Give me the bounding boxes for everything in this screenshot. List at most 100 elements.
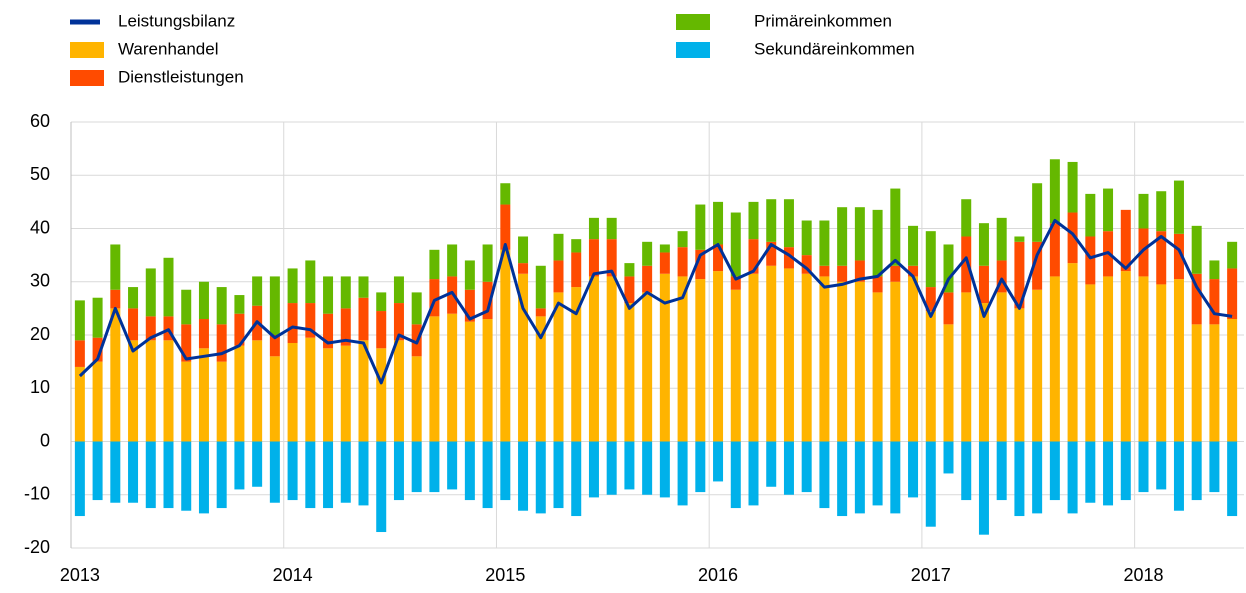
bar-segment [1191, 441, 1202, 501]
bar-segment [1191, 273, 1202, 325]
bar-segment [819, 441, 830, 509]
y-tick-label: -10 [24, 484, 50, 504]
bar-segment [588, 239, 599, 277]
bar-segment [801, 255, 812, 274]
bar-segment [1085, 441, 1096, 503]
bar-segment [74, 441, 85, 517]
bar-segment [1227, 441, 1238, 517]
bar-segment [996, 292, 1007, 442]
y-tick-label: 0 [40, 430, 50, 450]
y-tick-label: 60 [30, 111, 50, 131]
bar-segment [340, 308, 351, 346]
bar-segment [411, 441, 422, 493]
bar-segment [252, 340, 263, 442]
bar-segment [837, 207, 848, 266]
bar-segment [854, 207, 865, 261]
bar-segment [500, 183, 511, 205]
bar-segment [624, 276, 635, 304]
bar-segment [1227, 241, 1238, 269]
y-tick-label: 10 [30, 377, 50, 397]
bar-segment [553, 441, 564, 509]
bar-segment [1156, 191, 1167, 232]
bar-segment [1120, 441, 1131, 501]
bar-segment [783, 268, 794, 442]
bar-segment [1227, 319, 1238, 442]
bar-segment [198, 348, 209, 442]
bar-segment [978, 441, 989, 535]
bar-segment [216, 361, 227, 442]
bar-segment [110, 289, 121, 309]
bar-segment [571, 441, 582, 517]
bar-segment [1173, 233, 1184, 280]
bar-segment [1209, 279, 1220, 325]
bar-segment [198, 281, 209, 320]
bar-segment [92, 361, 103, 442]
bar-segment [376, 292, 387, 312]
bar-segment [1085, 193, 1096, 237]
bar-segment [748, 239, 759, 274]
bar-segment [145, 316, 156, 341]
bar-segment [323, 313, 334, 349]
bar-segment [358, 297, 369, 341]
bar-segment [518, 441, 529, 511]
bar-segment [908, 441, 919, 498]
bar-segment [943, 324, 954, 442]
bar-segment [801, 441, 812, 493]
bar-segment [925, 311, 936, 442]
bar-segment [464, 289, 475, 322]
x-tick-label: 2017 [911, 565, 951, 585]
y-tick-label: 40 [30, 217, 50, 237]
bar-segment [1085, 236, 1096, 285]
bar-segment [695, 441, 706, 493]
legend-label: Primäreinkommen [754, 11, 892, 30]
bar-segment [943, 292, 954, 325]
bar-segment [890, 188, 901, 266]
bar-segment [872, 209, 883, 277]
bar-segment [305, 260, 316, 304]
bar-segment [464, 441, 475, 501]
bar-segment [323, 348, 334, 442]
bar-segment [535, 308, 546, 317]
bar-segment [606, 217, 617, 240]
bar-segment [128, 308, 139, 341]
bar-segment [1138, 441, 1149, 493]
bar-segment [482, 319, 493, 442]
bar-segment [1032, 241, 1043, 290]
bar-segment [624, 441, 635, 490]
bar-segment [269, 441, 280, 503]
bar-segment [1120, 209, 1131, 272]
bar-segment [429, 316, 440, 442]
bar-segment [1209, 260, 1220, 280]
legend-swatch [676, 42, 710, 58]
bar-segment [74, 366, 85, 442]
bar-segment [393, 276, 404, 304]
bar-segment [181, 324, 192, 362]
bar-segment [606, 239, 617, 277]
bar-segment [74, 300, 85, 341]
bar-segment [748, 273, 759, 442]
bar-segment [110, 441, 121, 503]
bar-segment [145, 268, 156, 317]
bar-segment [305, 337, 316, 442]
bar-segment [872, 292, 883, 442]
bar-segment [854, 260, 865, 282]
bar-segment [1032, 289, 1043, 442]
bar-segment [128, 340, 139, 442]
bar-segment [695, 204, 706, 250]
bar-segment [978, 303, 989, 442]
bar-segment [216, 441, 227, 509]
bar-segment [216, 324, 227, 362]
bar-segment [1103, 188, 1114, 232]
bar-segment [500, 204, 511, 250]
bar-segment [766, 265, 777, 442]
bar-segment [1156, 284, 1167, 442]
bar-segment [1067, 263, 1078, 442]
x-tick-label: 2015 [485, 565, 525, 585]
bar-segment [925, 231, 936, 288]
bar-segment [1049, 276, 1060, 442]
bar-segment [1067, 441, 1078, 514]
bar-segment [305, 303, 316, 338]
bar-segment [482, 281, 493, 320]
bar-segment [269, 276, 280, 335]
bar-segment [943, 441, 954, 474]
